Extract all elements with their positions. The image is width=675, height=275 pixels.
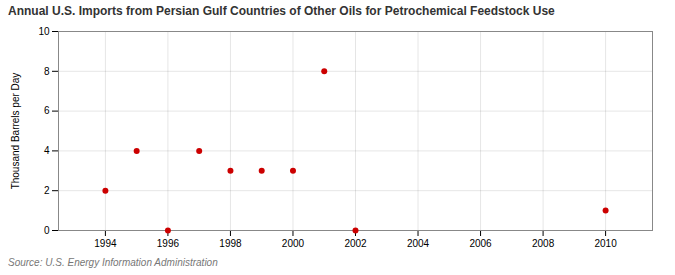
svg-text:8: 8 — [44, 66, 50, 77]
svg-text:1994: 1994 — [94, 238, 117, 249]
svg-text:1998: 1998 — [219, 238, 242, 249]
svg-text:2002: 2002 — [344, 238, 367, 249]
svg-text:1996: 1996 — [157, 238, 180, 249]
svg-text:10: 10 — [38, 26, 50, 37]
svg-text:2008: 2008 — [532, 238, 555, 249]
svg-text:2004: 2004 — [407, 238, 430, 249]
svg-text:2: 2 — [44, 185, 50, 196]
svg-text:2010: 2010 — [594, 238, 617, 249]
svg-text:4: 4 — [44, 145, 50, 156]
svg-text:6: 6 — [44, 105, 50, 116]
html-text:Source: U.S. Energy Informatio: Source: U.S. Energy Information Administ… — [8, 257, 218, 268]
svg-text:2000: 2000 — [282, 238, 305, 249]
html-text:Annual U.S. Imports from Persi: Annual U.S. Imports from Persian Gulf Co… — [8, 4, 555, 18]
svg-text:2006: 2006 — [469, 238, 492, 249]
svg-text:0: 0 — [44, 225, 50, 236]
svg-text:Thousand Barrels per Day: Thousand Barrels per Day — [10, 73, 21, 190]
